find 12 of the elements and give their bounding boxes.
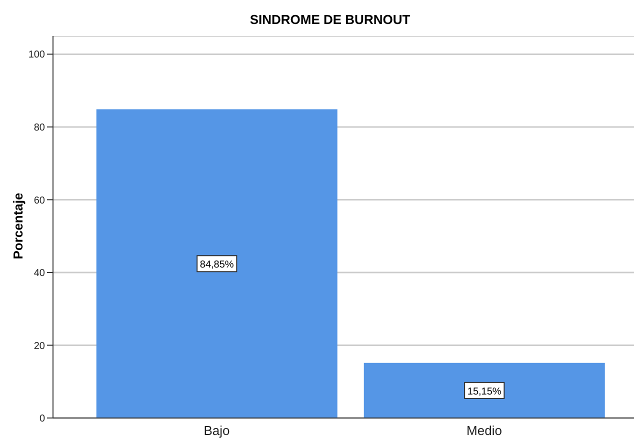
data-label: 84,85% <box>200 260 234 271</box>
y-tick-label: 100 <box>28 50 46 61</box>
x-tick-label: Medio <box>466 423 502 438</box>
y-axis-title: Porcentaje <box>10 192 26 260</box>
y-tick-label: 80 <box>34 122 46 134</box>
y-tick-label: 60 <box>34 195 46 206</box>
y-tick-label: 20 <box>34 340 46 352</box>
y-tick-label: 0 <box>39 414 46 425</box>
x-tick-label: Bajo <box>204 423 230 438</box>
data-label: 15,15% <box>467 386 502 398</box>
chart-title: SINDROME DE BURNOUT <box>248 12 412 27</box>
y-tick-label: 40 <box>34 268 46 280</box>
